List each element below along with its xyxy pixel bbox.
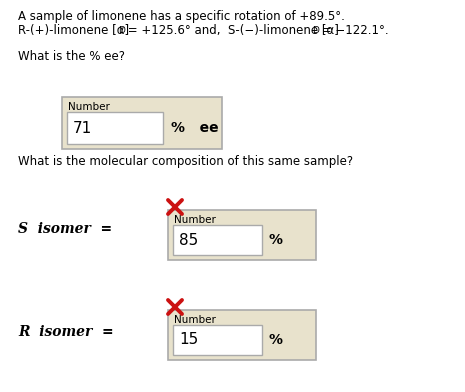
- Text: %: %: [269, 233, 283, 247]
- Text: A sample of limonene has a specific rotation of +89.5°.: A sample of limonene has a specific rota…: [18, 10, 345, 23]
- FancyBboxPatch shape: [168, 210, 316, 260]
- FancyBboxPatch shape: [173, 325, 262, 355]
- Text: Number: Number: [68, 102, 110, 112]
- Text: D: D: [118, 26, 125, 35]
- Text: %: %: [269, 333, 283, 347]
- Text: 15: 15: [179, 332, 198, 347]
- Text: = −122.1°.: = −122.1°.: [318, 24, 389, 37]
- FancyBboxPatch shape: [67, 112, 163, 144]
- Text: Number: Number: [174, 215, 216, 225]
- Text: R-(+)-limonene [α]: R-(+)-limonene [α]: [18, 24, 129, 37]
- Text: Number: Number: [174, 315, 216, 325]
- Text: What is the % ee?: What is the % ee?: [18, 50, 125, 63]
- Text: R  isomer  =: R isomer =: [18, 325, 113, 339]
- FancyBboxPatch shape: [168, 310, 316, 360]
- Text: = +125.6° and,  S-(−)-limonene [α]: = +125.6° and, S-(−)-limonene [α]: [124, 24, 339, 37]
- Text: What is the molecular composition of this same sample?: What is the molecular composition of thi…: [18, 155, 353, 168]
- Text: 71: 71: [73, 120, 92, 136]
- Text: %   ee: % ee: [171, 121, 219, 135]
- FancyBboxPatch shape: [62, 97, 222, 149]
- FancyBboxPatch shape: [173, 225, 262, 255]
- Text: 85: 85: [179, 232, 198, 247]
- Text: S  isomer  =: S isomer =: [18, 222, 112, 236]
- Text: D: D: [312, 26, 319, 35]
